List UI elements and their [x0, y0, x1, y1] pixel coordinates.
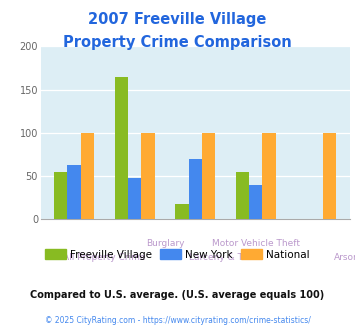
Bar — [262, 133, 276, 219]
Bar — [115, 77, 128, 219]
Bar — [128, 178, 141, 219]
Text: Motor Vehicle Theft: Motor Vehicle Theft — [212, 239, 300, 248]
Text: Compared to U.S. average. (U.S. average equals 100): Compared to U.S. average. (U.S. average … — [31, 290, 324, 300]
Legend: Freeville Village, New York, National: Freeville Village, New York, National — [41, 245, 314, 264]
Bar — [81, 133, 94, 219]
Bar — [202, 133, 215, 219]
Text: Property Crime Comparison: Property Crime Comparison — [63, 35, 292, 50]
Text: 2007 Freeville Village: 2007 Freeville Village — [88, 12, 267, 26]
Bar — [54, 172, 67, 219]
Text: Larceny & Theft: Larceny & Theft — [190, 253, 262, 262]
Bar — [175, 204, 189, 219]
Bar — [189, 159, 202, 219]
Text: Burglary: Burglary — [146, 239, 184, 248]
Bar — [236, 172, 249, 219]
Text: All Property Crime: All Property Crime — [63, 253, 146, 262]
Bar — [323, 133, 336, 219]
Bar — [67, 165, 81, 219]
Text: Arson: Arson — [334, 253, 355, 262]
Text: © 2025 CityRating.com - https://www.cityrating.com/crime-statistics/: © 2025 CityRating.com - https://www.city… — [45, 315, 310, 325]
Bar — [141, 133, 155, 219]
Bar — [249, 185, 262, 219]
